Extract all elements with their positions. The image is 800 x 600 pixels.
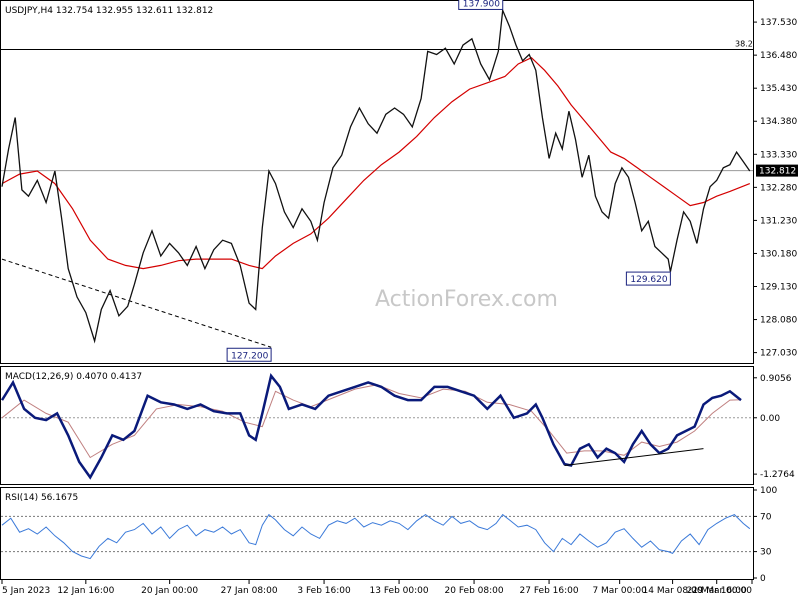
watermark: ActionForex.com — [375, 287, 558, 312]
macd-line — [0, 372, 742, 480]
x-tick-label: 20 Feb 08:00 — [445, 586, 504, 596]
main-y-tick-label: 129.130 — [760, 283, 797, 293]
main-y-tick-label: 128.080 — [760, 316, 797, 326]
x-tick-label: 27 Feb 16:00 — [520, 586, 579, 596]
rsi-line — [1, 513, 751, 560]
rsi-panel: RSI(14) 56.1675 100 70 30 0 — [0, 486, 777, 584]
macd-signal-line — [1, 384, 742, 459]
moving-average-line — [1, 56, 751, 270]
annotation-text: 137.900 — [463, 0, 500, 9]
x-tick-label: 21 Mar 16:00 — [687, 586, 747, 596]
x-tick-label: 5 Jan 2023 — [2, 586, 50, 596]
macd-y-tick-label: 0.00 — [760, 414, 780, 424]
dashed-trendline — [1, 258, 272, 348]
macd-label: MACD(12,26,9) 0.4070 0.4137 — [5, 372, 142, 382]
x-tick-label: 7 Mar 00:00 — [592, 586, 647, 596]
level-label: 38.2 — [735, 39, 753, 48]
rsi-panel-frame — [0, 487, 754, 580]
x-axis: 5 Jan 2023 12 Jan 16:00 20 Jan 00:00 27 Jan… — [1, 580, 753, 596]
price-annotations: 137.900 129.620 127.200 — [226, 0, 671, 362]
current-price-tag: 132.812 — [756, 164, 798, 177]
main-y-tick-label: 132.280 — [760, 183, 797, 193]
annotation-text: 127.200 — [231, 351, 268, 361]
annotation-box — [625, 271, 671, 286]
main-y-tick-label: 137.530 — [760, 18, 797, 28]
main-y-tick-label: 135.430 — [760, 84, 797, 94]
main-y-tick-label: 136.480 — [760, 51, 797, 61]
rsi-y-tick-label: 30 — [760, 548, 772, 558]
main-y-axis: 137.530 136.480 135.430 134.380 133.330 132.2… — [753, 18, 797, 359]
macd-y-axis: 0.9056 0.00 -1.2764 — [753, 374, 795, 480]
main-panel: ActionForex.com USDJPY,H4 132.754 132.95… — [0, 0, 798, 364]
rsi-y-tick-label: 100 — [760, 486, 777, 496]
rsi-y-tick-label: 70 — [760, 512, 772, 522]
annotation-text: 129.620 — [630, 275, 667, 285]
x-tick-label: 29 Mar 00:00 — [692, 586, 752, 596]
rsi-y-tick-label: 0 — [760, 574, 766, 584]
main-y-tick-label: 127.030 — [760, 349, 797, 359]
current-price-text: 132.812 — [759, 167, 796, 177]
price-annotation: 137.900 — [458, 0, 504, 10]
macd-panel: MACD(12,26,9) 0.4070 0.4137 0.9056 0.00 -1… — [0, 366, 795, 485]
price-annotation: 129.620 — [625, 271, 671, 286]
chart-title: USDJPY,H4 132.754 132.955 132.611 132.81… — [5, 6, 213, 16]
annotation-box — [226, 347, 272, 362]
main-y-tick-label: 134.380 — [760, 117, 797, 127]
macd-divergence-line — [564, 448, 704, 466]
macd-y-tick-label: -1.2764 — [760, 470, 795, 480]
x-tick-label: 14 Mar 08:00 — [643, 586, 703, 596]
price-line — [1, 7, 751, 344]
main-panel-frame — [0, 0, 754, 364]
price-annotation: 127.200 — [226, 347, 272, 362]
main-y-tick-label: 130.180 — [760, 249, 797, 259]
x-tick-label: 13 Feb 00:00 — [370, 586, 429, 596]
x-tick-label: 3 Feb 16:00 — [297, 586, 351, 596]
main-y-tick-label: 133.330 — [760, 150, 797, 160]
rsi-label: RSI(14) 56.1675 — [5, 493, 78, 503]
x-tick-label: 12 Jan 16:00 — [57, 586, 114, 596]
rsi-y-axis: 100 70 30 0 — [753, 486, 777, 584]
rsi-levels — [1, 515, 753, 553]
main-y-tick-label: 131.230 — [760, 216, 797, 226]
macd-y-tick-label: 0.9056 — [760, 374, 792, 384]
x-tick-label: 20 Jan 00:00 — [141, 586, 198, 596]
annotation-box — [458, 0, 504, 10]
x-tick-label: 27 Jan 08:00 — [221, 586, 278, 596]
macd-panel-frame — [0, 366, 754, 485]
